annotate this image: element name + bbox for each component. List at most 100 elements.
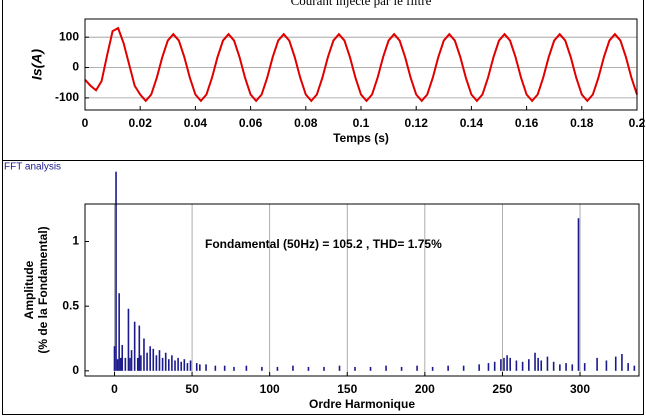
bar — [354, 366, 356, 371]
x-tick-label: 0.08 — [294, 116, 318, 130]
bar — [261, 366, 263, 371]
bar — [214, 365, 217, 371]
y-tick-label: 0.5 — [62, 298, 79, 312]
bar — [633, 365, 636, 371]
bar — [177, 357, 179, 371]
bar — [143, 338, 145, 371]
y-axis-label: Is(A) — [29, 49, 45, 80]
bar — [195, 363, 198, 371]
x-tick-label: 300 — [570, 382, 590, 396]
bar — [138, 325, 141, 371]
bar — [487, 363, 490, 371]
bar — [121, 344, 124, 371]
x-tick-label: 150 — [337, 382, 357, 396]
x-tick-label: 50 — [185, 382, 199, 396]
bar — [152, 348, 155, 371]
bar — [124, 357, 127, 371]
x-tick-label: 250 — [492, 382, 512, 396]
x-tick-label: 0.14 — [460, 116, 484, 130]
x-tick-label: 0.16 — [515, 116, 539, 130]
y-tick-label: 0 — [72, 60, 79, 74]
bar — [385, 365, 387, 371]
bar — [596, 357, 598, 371]
chart-title: Courant injecté par le filtre — [291, 0, 432, 8]
bar — [183, 359, 186, 371]
bar — [528, 359, 530, 371]
bar — [155, 355, 158, 371]
axes-box — [84, 203, 640, 377]
bar — [133, 321, 136, 371]
x-tick-label: 0 — [111, 382, 118, 396]
bar — [307, 366, 310, 371]
bar — [478, 364, 480, 371]
bar — [292, 365, 294, 371]
x-axis-label: Ordre Harmonique — [309, 397, 415, 411]
bar — [577, 218, 580, 371]
bar — [118, 293, 120, 371]
bar — [116, 359, 119, 371]
bar — [171, 355, 173, 371]
bar — [174, 360, 176, 371]
axes-box — [84, 18, 638, 111]
bar — [158, 350, 161, 371]
bar — [583, 363, 586, 371]
bar — [205, 364, 207, 371]
bar — [509, 357, 511, 371]
bar — [537, 357, 539, 371]
y-tick-label: 0 — [72, 363, 79, 377]
bar — [534, 352, 536, 371]
x-tick-label: 0.18 — [570, 116, 594, 130]
bar — [130, 350, 133, 371]
chart-title: FFT analysis — [4, 162, 61, 173]
bar — [245, 365, 248, 371]
x-tick-label: 0.06 — [239, 116, 263, 130]
bar — [115, 171, 117, 371]
bar — [462, 365, 465, 371]
bar — [180, 361, 183, 371]
bar — [416, 365, 418, 371]
y-tick-label: 1 — [72, 234, 79, 248]
x-tick-label: 0.02 — [129, 116, 153, 130]
bar — [323, 366, 325, 371]
bar — [149, 346, 151, 371]
annotation: Fondamental (50Hz) = 105.2 , THD= 1.75% — [205, 237, 442, 251]
bar — [140, 355, 142, 371]
bar — [164, 352, 167, 371]
bar — [559, 364, 561, 371]
bar — [605, 360, 608, 371]
x-tick-label: 0.12 — [405, 116, 429, 130]
bar — [146, 352, 148, 371]
bar — [627, 363, 629, 371]
x-tick-label: 0.2 — [629, 116, 646, 130]
bar — [540, 360, 543, 371]
x-tick-label: 100 — [260, 382, 280, 396]
bar — [431, 366, 434, 371]
bar — [186, 363, 189, 371]
bar — [223, 365, 226, 371]
bar — [447, 365, 449, 371]
bar — [338, 365, 341, 371]
bar — [400, 366, 403, 371]
bar — [233, 366, 235, 371]
bar — [621, 354, 623, 371]
x-tick-label: 0 — [82, 116, 89, 130]
bar — [552, 361, 555, 371]
bar — [199, 364, 201, 371]
x-tick-label: 0.1 — [353, 116, 370, 130]
bar — [565, 363, 567, 371]
bar — [161, 357, 164, 371]
bar — [493, 361, 496, 371]
bar — [276, 366, 279, 371]
bar — [503, 357, 505, 371]
y-axis-label: (% de la Fondamental) — [36, 226, 50, 353]
bar — [189, 360, 192, 371]
bar — [521, 361, 524, 371]
plot-area — [85, 204, 639, 376]
bar — [571, 364, 574, 371]
x-axis-label: Temps (s) — [333, 131, 389, 145]
bar — [506, 355, 508, 371]
y-tick-label: 100 — [59, 29, 79, 43]
bar — [113, 346, 116, 371]
plot-area — [85, 19, 637, 110]
